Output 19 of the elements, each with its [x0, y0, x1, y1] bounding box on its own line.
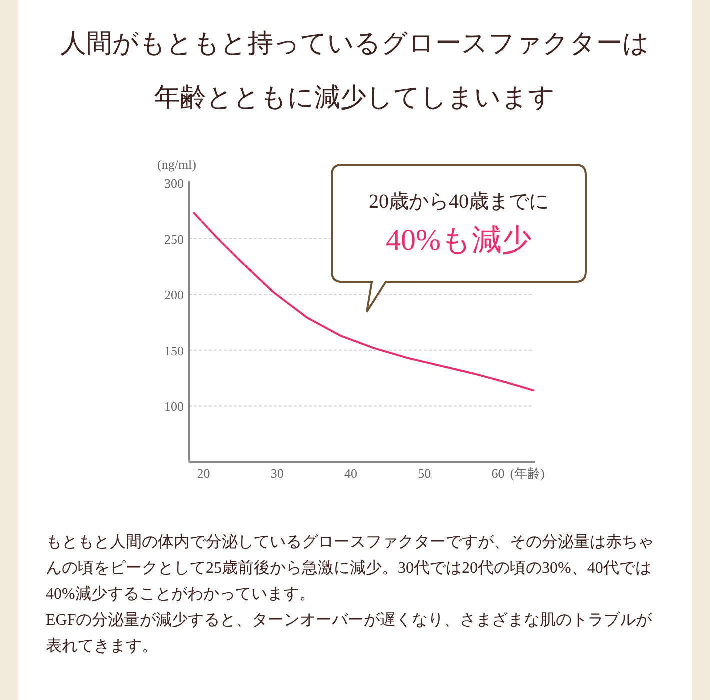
chart-title: 人間がもともと持っているグロースファクターは — [60, 29, 650, 58]
annotation: 20歳から40歳までに — [369, 191, 549, 213]
x-tick-label: 60 — [492, 466, 505, 481]
text: もともと人間の体内で分泌しているグロースファクターですが、その分泌量は赤ちゃんの頃をピークとして25歳前後から急激に減少。30代では20代の頃の30%、40代では40%減少することがわかっています。 — [46, 532, 655, 605]
y-tick-label: 300 — [164, 176, 184, 191]
x-tick-label: 50 — [418, 466, 432, 481]
text: EGFの分泌量が減少すると、ターンオーバーが遅くなり、さまざまな肌のトラブルが表れてきます。 — [46, 610, 654, 657]
x-tick-label: 40 — [344, 466, 358, 481]
y-tick-label: 200 — [164, 288, 184, 303]
y-tick-label: 150 — [164, 343, 184, 358]
x-tick-label: 20 — [197, 466, 210, 481]
line-series — [193, 212, 535, 392]
y-tick-label: 250 — [164, 232, 184, 247]
x-axis-title: (年齢) — [510, 466, 545, 481]
y-tick-label: 100 — [164, 399, 184, 414]
x-tick-label: 30 — [270, 466, 284, 481]
chart-subtitle: 年齢とともに減少してしまいます — [154, 83, 556, 112]
annotation: 40%も減少 — [386, 224, 532, 257]
y-axis-title: (ng/ml) — [158, 157, 196, 172]
